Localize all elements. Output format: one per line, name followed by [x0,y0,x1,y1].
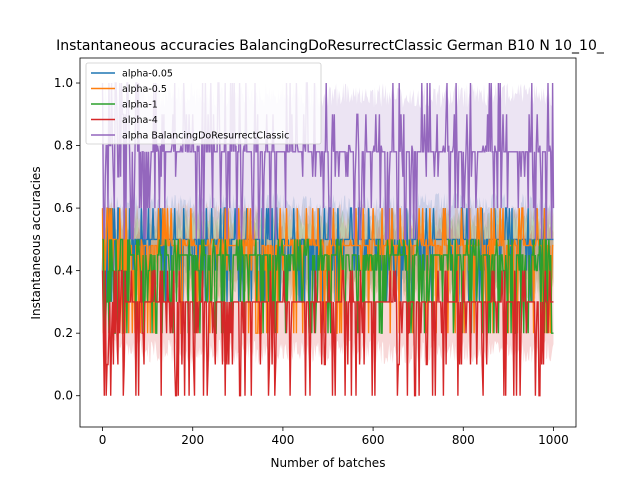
series-line-3 [101,269,554,397]
chart-title: Instantaneous accuracies BalancingDoResu… [56,38,605,54]
x-tick-label: 600 [362,433,385,447]
y-tick-label: 0.0 [54,389,73,403]
legend-label: alpha BalancingDoResurrectClassic [122,131,289,142]
y-tick-label: 0.6 [54,201,73,215]
x-tick-label: 800 [452,433,475,447]
legend-label: alpha-0.5 [122,84,167,95]
legend-box [85,62,322,145]
y-tick-label: 0.2 [54,326,73,340]
x-tick-label: 200 [181,433,204,447]
series-line-4 [101,82,555,241]
plot-area [101,82,555,397]
legend-label: alpha-1 [122,100,158,111]
x-axis-label: Number of batches [271,456,386,470]
legend-label: alpha-0.05 [122,69,173,80]
x-tick-label: 0 [99,433,107,447]
y-tick-label: 0.8 [54,139,73,153]
x-axis: 0 200 400 600 800 1000 [99,427,569,447]
y-axis: 0.0 0.2 0.4 0.6 0.8 1.0 [54,76,80,403]
y-axis-label: Instantaneous accuracies [29,166,43,319]
y-tick-label: 1.0 [54,76,73,90]
series-lines [101,82,555,397]
legend: alpha-0.05 alpha-0.5 alpha-1 alpha-4 alpha B… [85,62,322,145]
legend-label: alpha-4 [122,115,158,126]
x-tick-label: 400 [271,433,294,447]
x-tick-label: 1000 [538,433,569,447]
plot-frame [79,57,577,428]
series-line-2 [102,238,554,334]
y-tick-label: 0.4 [54,264,73,278]
